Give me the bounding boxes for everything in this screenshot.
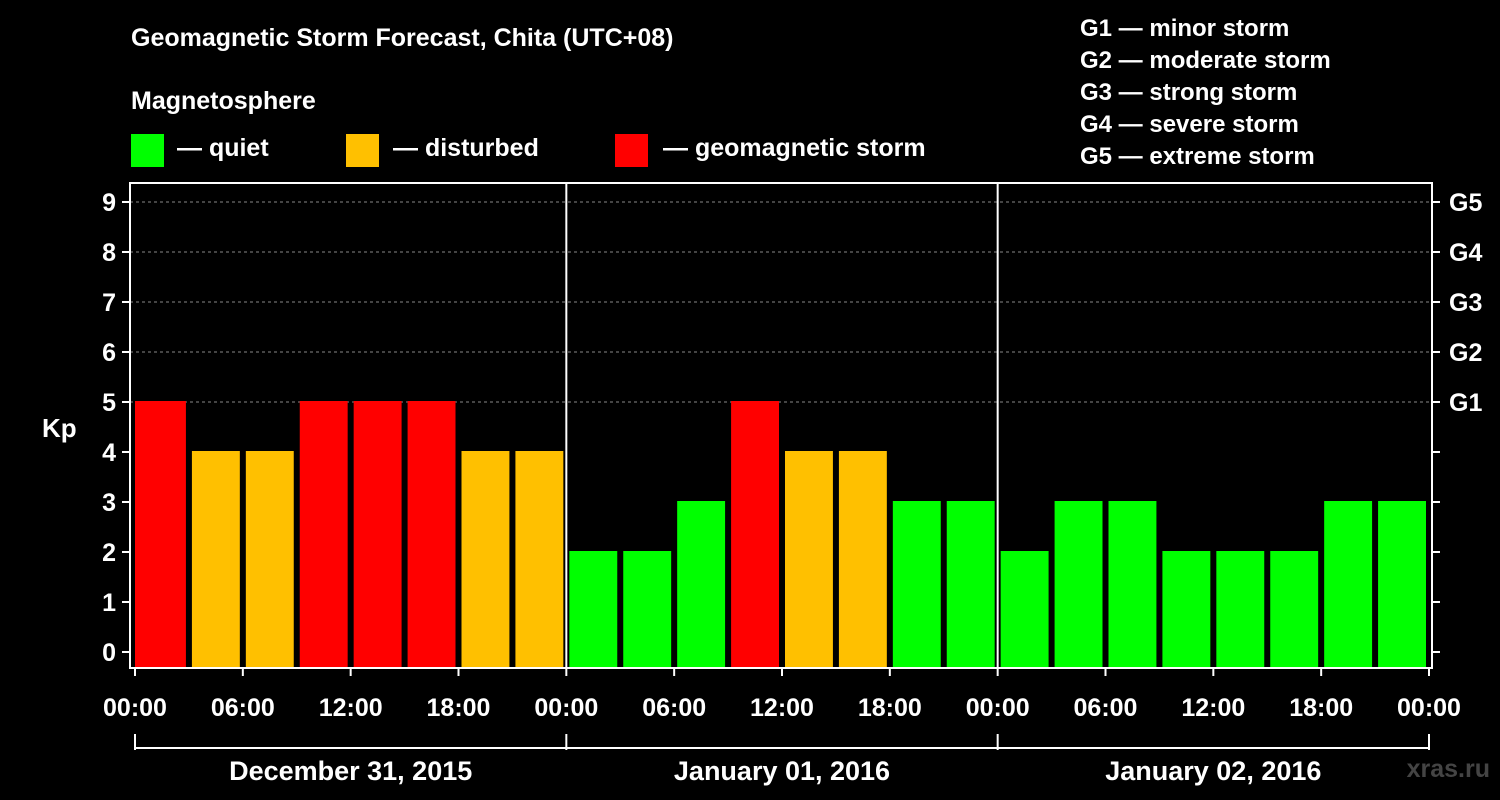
chart-title: Geomagnetic Storm Forecast, Chita (UTC+0…: [131, 24, 674, 52]
legend-quiet-label: — quiet: [177, 134, 269, 162]
kp-bar: [191, 451, 240, 668]
g-axis-label: G2: [1449, 339, 1482, 367]
kp-bar: [731, 401, 779, 668]
x-tick-label: 06:00: [1074, 694, 1138, 722]
kp-bar: [1378, 501, 1426, 668]
legend-disturbed-label: — disturbed: [393, 134, 539, 162]
g5-legend: G5 — extreme storm: [1080, 143, 1315, 170]
kp-bar: [245, 451, 294, 668]
kp-bar: [785, 451, 833, 668]
x-tick-label: 00:00: [103, 694, 167, 722]
legend-storm-label: — geomagnetic storm: [663, 134, 926, 162]
kp-bar: [353, 401, 402, 668]
x-tick-label: 18:00: [1289, 694, 1353, 722]
kp-bar: [1054, 501, 1103, 668]
y-tick-label: 5: [102, 389, 116, 417]
g4-legend: G4 — severe storm: [1080, 111, 1299, 138]
day-label: January 02, 2016: [1105, 756, 1321, 786]
g3-legend: G3 — strong storm: [1080, 79, 1298, 106]
x-tick-label: 00:00: [966, 694, 1030, 722]
y-tick-label: 6: [102, 339, 116, 367]
g1-legend: G1 — minor storm: [1080, 15, 1290, 42]
kp-bar: [946, 501, 995, 668]
g-axis-label: G1: [1449, 389, 1482, 417]
x-tick-label: 12:00: [319, 694, 383, 722]
kp-bar: [299, 401, 348, 668]
x-tick-label: 06:00: [211, 694, 275, 722]
kp-bar: [1216, 551, 1265, 668]
kp-bar: [1162, 551, 1211, 668]
kp-bar: [515, 451, 564, 668]
g-axis-label: G5: [1449, 189, 1482, 217]
legend-disturbed-swatch: [346, 134, 379, 167]
x-tick-label: 18:00: [858, 694, 922, 722]
g-axis-label: G4: [1449, 239, 1482, 267]
g2-legend: G2 — moderate storm: [1080, 47, 1331, 74]
y-tick-label: 0: [102, 639, 116, 667]
kp-bar: [461, 451, 510, 668]
y-tick-label: 2: [102, 539, 116, 567]
kp-bar: [838, 451, 887, 668]
kp-bar: [569, 551, 618, 668]
y-axis-label: Kp: [42, 413, 77, 443]
y-tick-label: 3: [102, 489, 116, 517]
y-tick-label: 4: [102, 439, 116, 467]
legend-storm-swatch: [615, 134, 648, 167]
y-tick-label: 7: [102, 289, 116, 317]
x-tick-label: 00:00: [534, 694, 598, 722]
kp-bar: [135, 401, 186, 668]
kp-bar: [1270, 551, 1319, 668]
g-axis-label: G3: [1449, 289, 1482, 317]
day-label: December 31, 2015: [229, 756, 472, 786]
kp-bar: [1324, 501, 1373, 668]
x-tick-label: 12:00: [750, 694, 814, 722]
credit-text: xras.ru: [1406, 755, 1490, 783]
kp-bar: [677, 501, 726, 668]
x-tick-label: 12:00: [1181, 694, 1245, 722]
magnetosphere-label: Magnetosphere: [131, 87, 316, 115]
kp-bar: [1108, 501, 1157, 668]
legend-quiet-swatch: [131, 134, 164, 167]
kp-bar: [623, 551, 672, 668]
day-label: January 01, 2016: [674, 756, 890, 786]
y-tick-label: 9: [102, 189, 116, 217]
x-tick-label: 00:00: [1397, 694, 1461, 722]
kp-bar: [892, 501, 941, 668]
x-tick-label: 06:00: [642, 694, 706, 722]
kp-bar: [1000, 551, 1049, 668]
y-tick-label: 8: [102, 239, 116, 267]
y-tick-label: 1: [102, 589, 116, 617]
kp-bar: [407, 401, 456, 668]
x-tick-label: 18:00: [427, 694, 491, 722]
